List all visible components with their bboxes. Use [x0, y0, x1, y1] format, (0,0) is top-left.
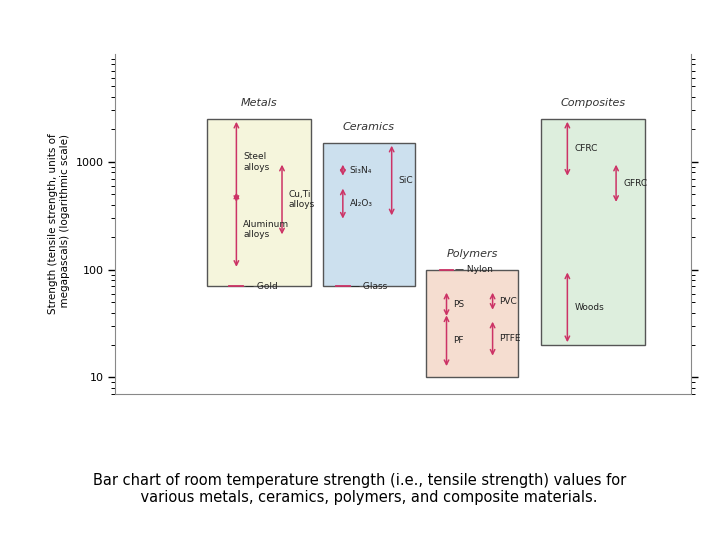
Text: Polymers: Polymers — [446, 249, 498, 259]
Text: Ceramics: Ceramics — [343, 123, 395, 132]
Text: — Gold: — Gold — [245, 282, 278, 291]
Text: — Nylon: — Nylon — [455, 265, 493, 274]
Bar — [207, 119, 311, 286]
Text: Al₂O₃: Al₂O₃ — [350, 199, 373, 208]
Text: Bar chart of room temperature strength (i.e., tensile strength) values for
    v: Bar chart of room temperature strength (… — [94, 472, 626, 505]
Text: PTFE: PTFE — [500, 334, 521, 343]
Text: CFRC: CFRC — [575, 144, 598, 153]
Bar — [323, 143, 415, 286]
Text: PVC: PVC — [500, 296, 517, 306]
Y-axis label: Strength (tensile strength, units of
  megapascals) (logarithmic scale): Strength (tensile strength, units of meg… — [48, 134, 70, 314]
Text: PS: PS — [454, 300, 464, 309]
Text: SiC: SiC — [399, 176, 413, 185]
Text: PF: PF — [454, 336, 464, 345]
Text: Aluminum
alloys: Aluminum alloys — [243, 220, 289, 239]
Text: GFRC: GFRC — [623, 179, 647, 188]
Bar — [426, 269, 518, 377]
Text: Steel
alloys: Steel alloys — [243, 152, 269, 172]
Text: Si₃N₄: Si₃N₄ — [350, 166, 372, 174]
Bar — [541, 119, 645, 345]
Text: — Glass: — Glass — [351, 282, 388, 291]
Text: Woods: Woods — [575, 303, 604, 312]
Text: Composites: Composites — [561, 98, 626, 109]
Text: Cu,Ti
alloys: Cu,Ti alloys — [289, 190, 315, 209]
Text: Metals: Metals — [241, 98, 277, 109]
